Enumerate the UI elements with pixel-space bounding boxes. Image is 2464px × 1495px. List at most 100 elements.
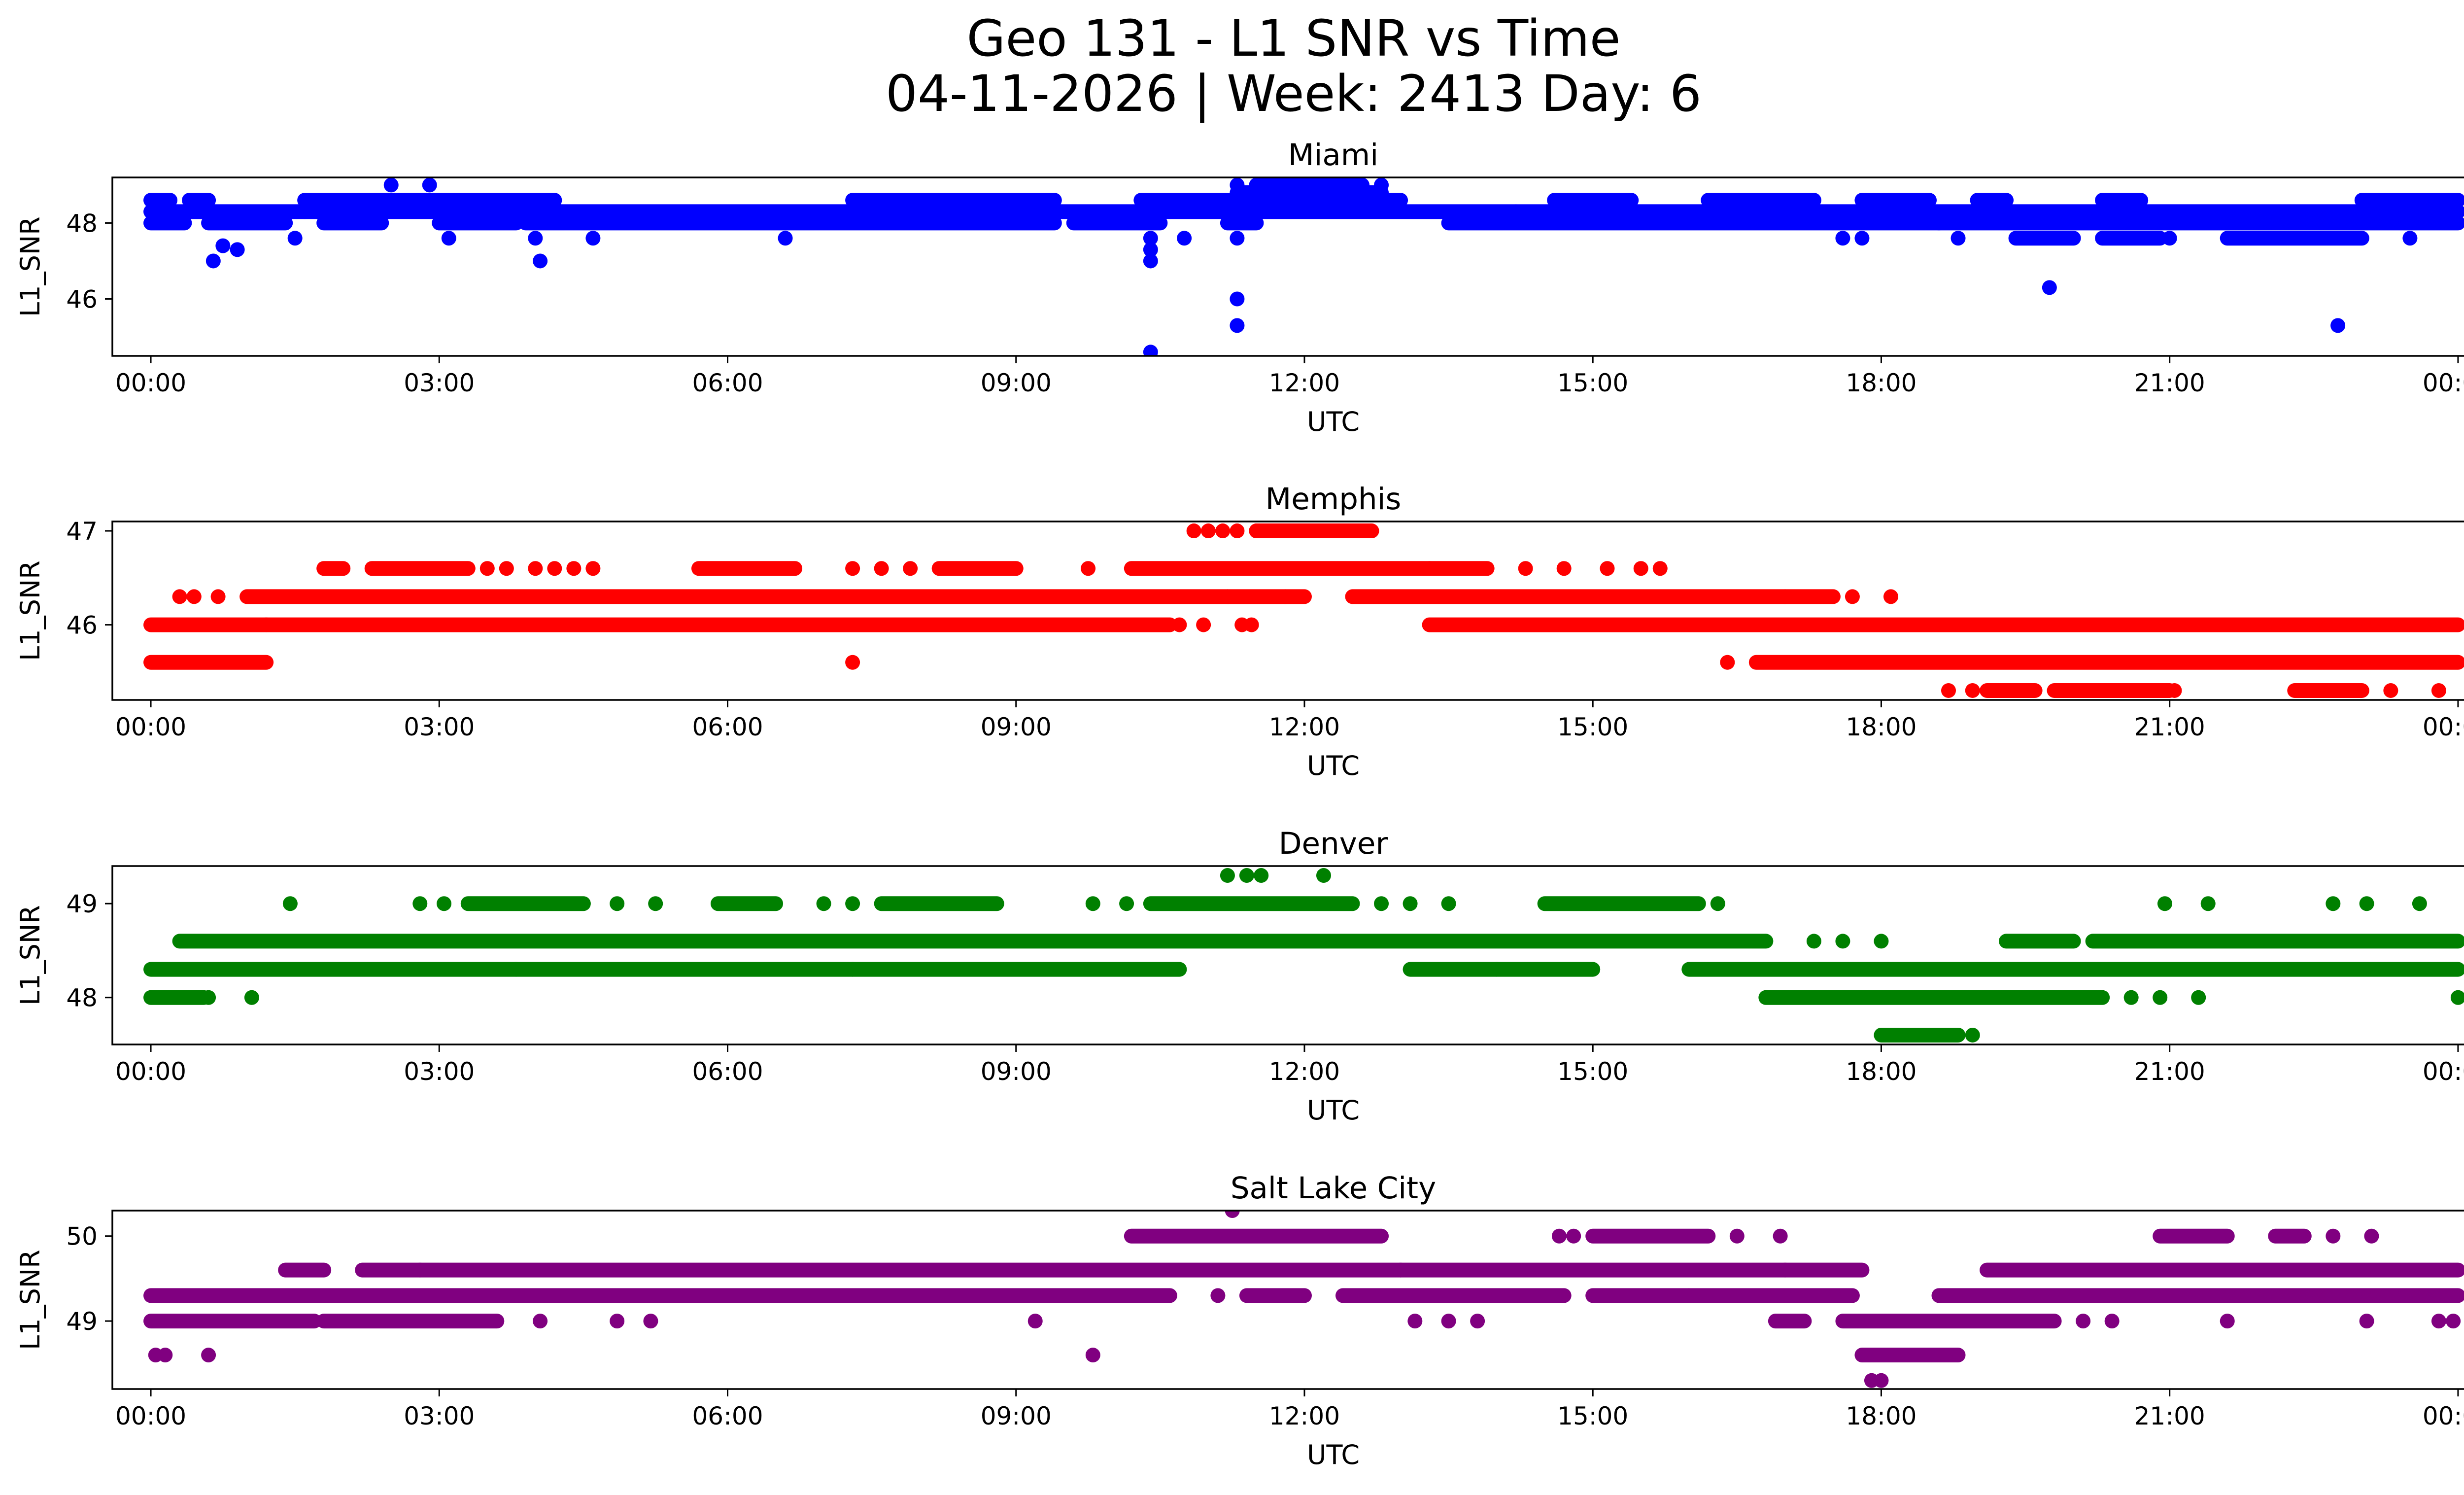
data-point: [201, 990, 216, 1005]
x-axis-label: UTC: [1307, 1439, 1360, 1470]
data-point: [437, 896, 452, 911]
data-point: [1239, 868, 1254, 883]
data-point: [244, 990, 259, 1005]
data-point: [201, 1348, 216, 1363]
data-point: [1965, 683, 1980, 698]
x-tick-label: 15:00: [1557, 1402, 1628, 1430]
data-point: [422, 177, 437, 193]
data-point: [2326, 896, 2341, 911]
data-point: [845, 655, 860, 670]
data-point: [2364, 1228, 2379, 1244]
data-point: [1773, 1228, 1788, 1244]
data-point: [441, 231, 456, 246]
data-point: [1403, 896, 1418, 911]
figure-title-line1: Geo 131 - L1 SNR vs Time: [967, 9, 1621, 68]
data-point: [610, 1314, 625, 1329]
data-point: [1374, 177, 1389, 193]
y-tick-label: 50: [66, 1222, 98, 1251]
panel-title: Miami: [1288, 138, 1378, 173]
x-tick-label: 06:00: [692, 1402, 763, 1430]
data-point: [1143, 242, 1158, 257]
data-point: [585, 561, 601, 576]
x-tick-label: 00:00: [2423, 1402, 2464, 1430]
y-tick-label: 49: [66, 890, 98, 918]
x-tick-label: 09:00: [981, 1402, 1052, 1430]
x-tick-label: 03:00: [404, 369, 475, 397]
data-point: [479, 561, 495, 576]
data-point: [172, 589, 187, 604]
x-tick-label: 03:00: [404, 1057, 475, 1086]
data-point: [778, 231, 793, 246]
data-point: [2431, 683, 2446, 698]
x-tick-label: 00:00: [115, 713, 186, 741]
scatter-points: [143, 523, 2464, 698]
data-point: [874, 561, 889, 576]
data-point: [2162, 231, 2177, 246]
data-point: [1186, 523, 1201, 539]
y-axis-label: L1_SNR: [15, 216, 46, 317]
data-point: [2042, 280, 2057, 295]
data-point: [1200, 523, 1216, 539]
data-point: [1470, 1314, 1485, 1329]
data-point: [1249, 523, 1264, 539]
panel-memphis: Memphis 00:00 03:00 06:00 09:00 12:00 15:00 18:…: [15, 482, 2464, 781]
data-point: [1806, 934, 1821, 949]
x-tick-label: 18:00: [1846, 1402, 1916, 1430]
x-axis-label: UTC: [1307, 1095, 1360, 1126]
data-point: [499, 561, 514, 576]
data-point: [903, 561, 918, 576]
data-point: [1027, 1314, 1043, 1329]
data-point: [1566, 1228, 1581, 1244]
data-point: [1143, 231, 1158, 246]
data-point: [1172, 617, 1187, 632]
y-axis-label: L1_SNR: [15, 905, 46, 1006]
data-point: [1230, 177, 1245, 193]
axes-frame: [111, 865, 2464, 1045]
data-point: [1407, 1314, 1423, 1329]
data-point: [2359, 896, 2374, 911]
x-tick-label: 12:00: [1269, 369, 1340, 397]
data-point: [1196, 617, 1211, 632]
figure-title-line2: 04-11-2026 | Week: 2413 Day: 6: [886, 65, 1702, 123]
data-point: [2431, 1314, 2446, 1329]
data-point: [2446, 1314, 2461, 1329]
data-point: [215, 238, 231, 253]
data-point: [2153, 990, 2168, 1005]
data-point: [1600, 561, 1615, 576]
x-tick-label: 15:00: [1557, 369, 1628, 397]
data-point: [1230, 318, 1245, 333]
x-tick-label: 06:00: [692, 713, 763, 741]
data-point: [1941, 683, 1956, 698]
data-point: [205, 253, 221, 269]
data-point: [1143, 253, 1158, 269]
axes-frame: [111, 1210, 2464, 1390]
data-point: [2200, 896, 2216, 911]
data-point: [1244, 617, 1259, 632]
data-point: [1720, 655, 1735, 670]
x-tick-label: 21:00: [2134, 713, 2205, 741]
data-point: [383, 177, 399, 193]
y-axis-label: L1_SNR: [15, 560, 46, 661]
data-point: [1845, 589, 1860, 604]
data-point: [1177, 231, 1192, 246]
panel-salt-lake-city: Salt Lake City 00:00 03:00 06:00 09:00 12:00 1…: [15, 1171, 2464, 1470]
data-point: [1374, 896, 1389, 911]
data-point: [1854, 231, 1870, 246]
axes-frame: [111, 176, 2464, 357]
data-point: [2330, 318, 2346, 333]
data-point: [1081, 561, 1096, 576]
data-point: [210, 589, 226, 604]
data-point: [2359, 1314, 2374, 1329]
data-point: [1143, 345, 1158, 356]
y-tick-label: 46: [66, 611, 98, 640]
x-tick-label: 18:00: [1846, 1057, 1916, 1086]
data-point: [1230, 291, 1245, 307]
data-point: [1441, 896, 1456, 911]
data-point: [845, 561, 860, 576]
y-tick-label: 46: [66, 285, 98, 313]
data-point: [528, 561, 543, 576]
scatter-points: [143, 868, 2464, 1043]
data-point: [2104, 1314, 2120, 1329]
x-tick-label: 03:00: [404, 1402, 475, 1430]
